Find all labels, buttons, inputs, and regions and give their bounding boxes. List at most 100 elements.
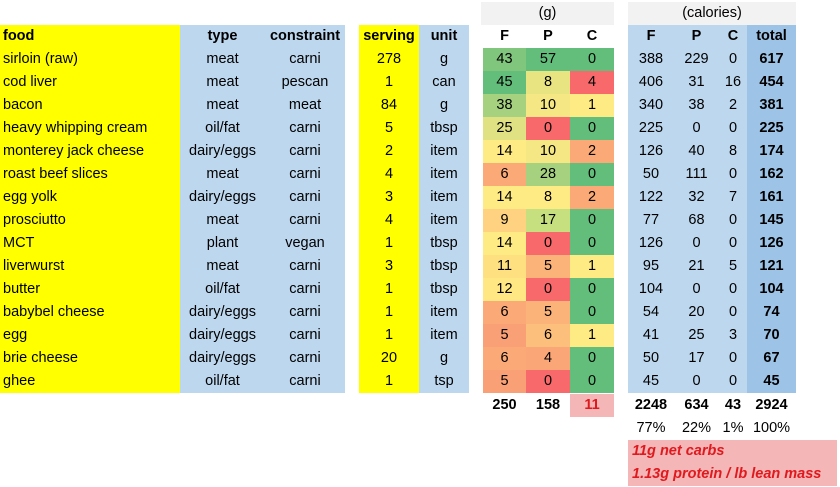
cell-cal-carbs[interactable]: 0 bbox=[719, 163, 747, 186]
cell-grams-carbs[interactable]: 0 bbox=[570, 301, 614, 324]
cell-grams-carbs[interactable]: 0 bbox=[570, 347, 614, 370]
cell-grams-protein[interactable]: 5 bbox=[526, 301, 570, 324]
cell-cal-protein[interactable]: 229 bbox=[674, 48, 719, 71]
cell-serving[interactable]: 1 bbox=[359, 324, 419, 347]
cell-grams-protein[interactable]: 5 bbox=[526, 255, 570, 278]
cell-serving[interactable]: 20 bbox=[359, 347, 419, 370]
cell-unit[interactable]: can bbox=[419, 71, 469, 94]
header-type[interactable]: type bbox=[180, 25, 265, 48]
cell-cal-carbs[interactable]: 0 bbox=[719, 370, 747, 393]
cell-serving[interactable]: 278 bbox=[359, 48, 419, 71]
cell-grams-carbs[interactable]: 1 bbox=[570, 255, 614, 278]
cell-grams-carbs[interactable]: 1 bbox=[570, 324, 614, 347]
cell-serving[interactable]: 1 bbox=[359, 301, 419, 324]
cell-constraint[interactable]: carni bbox=[265, 48, 345, 71]
cell-cal-protein[interactable]: 0 bbox=[674, 232, 719, 255]
cell-unit[interactable]: item bbox=[419, 163, 469, 186]
cell-type[interactable]: oil/fat bbox=[180, 370, 265, 393]
cell-total[interactable]: 145 bbox=[747, 209, 796, 232]
cell-type[interactable]: meat bbox=[180, 48, 265, 71]
cell-type[interactable]: meat bbox=[180, 94, 265, 117]
cell-type[interactable]: dairy/eggs bbox=[180, 324, 265, 347]
cell-cal-fat[interactable]: 104 bbox=[628, 278, 674, 301]
cell-grams-carbs[interactable]: 0 bbox=[570, 370, 614, 393]
percent-total[interactable]: 100% bbox=[752, 420, 791, 436]
cell-grams-carbs[interactable]: 0 bbox=[570, 278, 614, 301]
cell-type[interactable]: plant bbox=[180, 232, 265, 255]
cell-constraint[interactable]: carni bbox=[265, 370, 345, 393]
cell-cal-carbs[interactable]: 16 bbox=[719, 71, 747, 94]
total-calories[interactable]: 2924 bbox=[755, 397, 788, 413]
header-grams-fat[interactable]: F bbox=[500, 28, 509, 44]
cell-cal-carbs[interactable]: 0 bbox=[719, 232, 747, 255]
percent-fat[interactable]: 77% bbox=[636, 420, 666, 436]
cell-serving[interactable]: 4 bbox=[359, 209, 419, 232]
cell-grams-protein[interactable]: 0 bbox=[526, 370, 570, 393]
cell-grams-protein[interactable]: 10 bbox=[526, 94, 570, 117]
cell-food[interactable]: babybel cheese bbox=[0, 301, 180, 324]
cell-cal-fat[interactable]: 225 bbox=[628, 117, 674, 140]
cell-cal-protein[interactable]: 38 bbox=[674, 94, 719, 117]
cell-unit[interactable]: g bbox=[419, 48, 469, 71]
cell-grams-carbs[interactable]: 0 bbox=[570, 117, 614, 140]
cell-grams-fat[interactable]: 14 bbox=[483, 232, 526, 255]
cell-serving[interactable]: 84 bbox=[359, 94, 419, 117]
header-cal-protein[interactable]: P bbox=[674, 25, 719, 48]
cell-total[interactable]: 104 bbox=[747, 278, 796, 301]
cell-cal-carbs[interactable]: 8 bbox=[719, 140, 747, 163]
cell-cal-fat[interactable]: 388 bbox=[628, 48, 674, 71]
cell-grams-protein[interactable]: 0 bbox=[526, 232, 570, 255]
header-serving[interactable]: serving bbox=[359, 25, 419, 48]
cell-food[interactable]: MCT bbox=[0, 232, 180, 255]
cell-total[interactable]: 45 bbox=[747, 370, 796, 393]
header-cal-carbs[interactable]: C bbox=[719, 25, 747, 48]
cell-constraint[interactable]: carni bbox=[265, 255, 345, 278]
cell-grams-protein[interactable]: 8 bbox=[526, 71, 570, 94]
cell-type[interactable]: oil/fat bbox=[180, 117, 265, 140]
cell-cal-protein[interactable]: 21 bbox=[674, 255, 719, 278]
cell-food[interactable]: egg yolk bbox=[0, 186, 180, 209]
cell-total[interactable]: 74 bbox=[747, 301, 796, 324]
cell-total[interactable]: 381 bbox=[747, 94, 796, 117]
cell-cal-carbs[interactable]: 5 bbox=[719, 255, 747, 278]
protein-ratio-note[interactable]: 1.13g protein / lb lean mass bbox=[628, 463, 837, 486]
cell-constraint[interactable]: carni bbox=[265, 163, 345, 186]
cell-grams-fat[interactable]: 9 bbox=[483, 209, 526, 232]
cell-cal-fat[interactable]: 45 bbox=[628, 370, 674, 393]
cell-food[interactable]: sirloin (raw) bbox=[0, 48, 180, 71]
cell-food[interactable]: heavy whipping cream bbox=[0, 117, 180, 140]
cell-grams-protein[interactable]: 0 bbox=[526, 117, 570, 140]
cell-unit[interactable]: g bbox=[419, 347, 469, 370]
total-cal-fat[interactable]: 2248 bbox=[634, 397, 668, 413]
cell-cal-fat[interactable]: 406 bbox=[628, 71, 674, 94]
cell-grams-fat[interactable]: 5 bbox=[483, 324, 526, 347]
cell-grams-protein[interactable]: 4 bbox=[526, 347, 570, 370]
cell-cal-carbs[interactable]: 0 bbox=[719, 347, 747, 370]
cell-total[interactable]: 174 bbox=[747, 140, 796, 163]
header-unit[interactable]: unit bbox=[419, 25, 469, 48]
header-total[interactable]: total bbox=[747, 25, 796, 48]
cell-total[interactable]: 70 bbox=[747, 324, 796, 347]
cell-grams-protein[interactable]: 10 bbox=[526, 140, 570, 163]
cell-grams-carbs[interactable]: 0 bbox=[570, 209, 614, 232]
cell-constraint[interactable]: vegan bbox=[265, 232, 345, 255]
cell-grams-fat[interactable]: 14 bbox=[483, 140, 526, 163]
cell-grams-protein[interactable]: 6 bbox=[526, 324, 570, 347]
cell-type[interactable]: oil/fat bbox=[180, 278, 265, 301]
cell-type[interactable]: dairy/eggs bbox=[180, 186, 265, 209]
cell-food[interactable]: butter bbox=[0, 278, 180, 301]
cell-type[interactable]: meat bbox=[180, 209, 265, 232]
cell-serving[interactable]: 1 bbox=[359, 232, 419, 255]
percent-carbs[interactable]: 1% bbox=[722, 420, 744, 436]
cell-cal-fat[interactable]: 122 bbox=[628, 186, 674, 209]
cell-cal-carbs[interactable]: 0 bbox=[719, 48, 747, 71]
cell-grams-protein[interactable]: 57 bbox=[526, 48, 570, 71]
cell-constraint[interactable]: meat bbox=[265, 94, 345, 117]
cell-cal-protein[interactable]: 0 bbox=[674, 370, 719, 393]
cell-serving[interactable]: 2 bbox=[359, 140, 419, 163]
total-cal-carbs[interactable]: 43 bbox=[724, 397, 742, 413]
cell-cal-fat[interactable]: 340 bbox=[628, 94, 674, 117]
cell-type[interactable]: meat bbox=[180, 163, 265, 186]
cell-unit[interactable]: tbsp bbox=[419, 232, 469, 255]
cell-grams-carbs[interactable]: 1 bbox=[570, 94, 614, 117]
